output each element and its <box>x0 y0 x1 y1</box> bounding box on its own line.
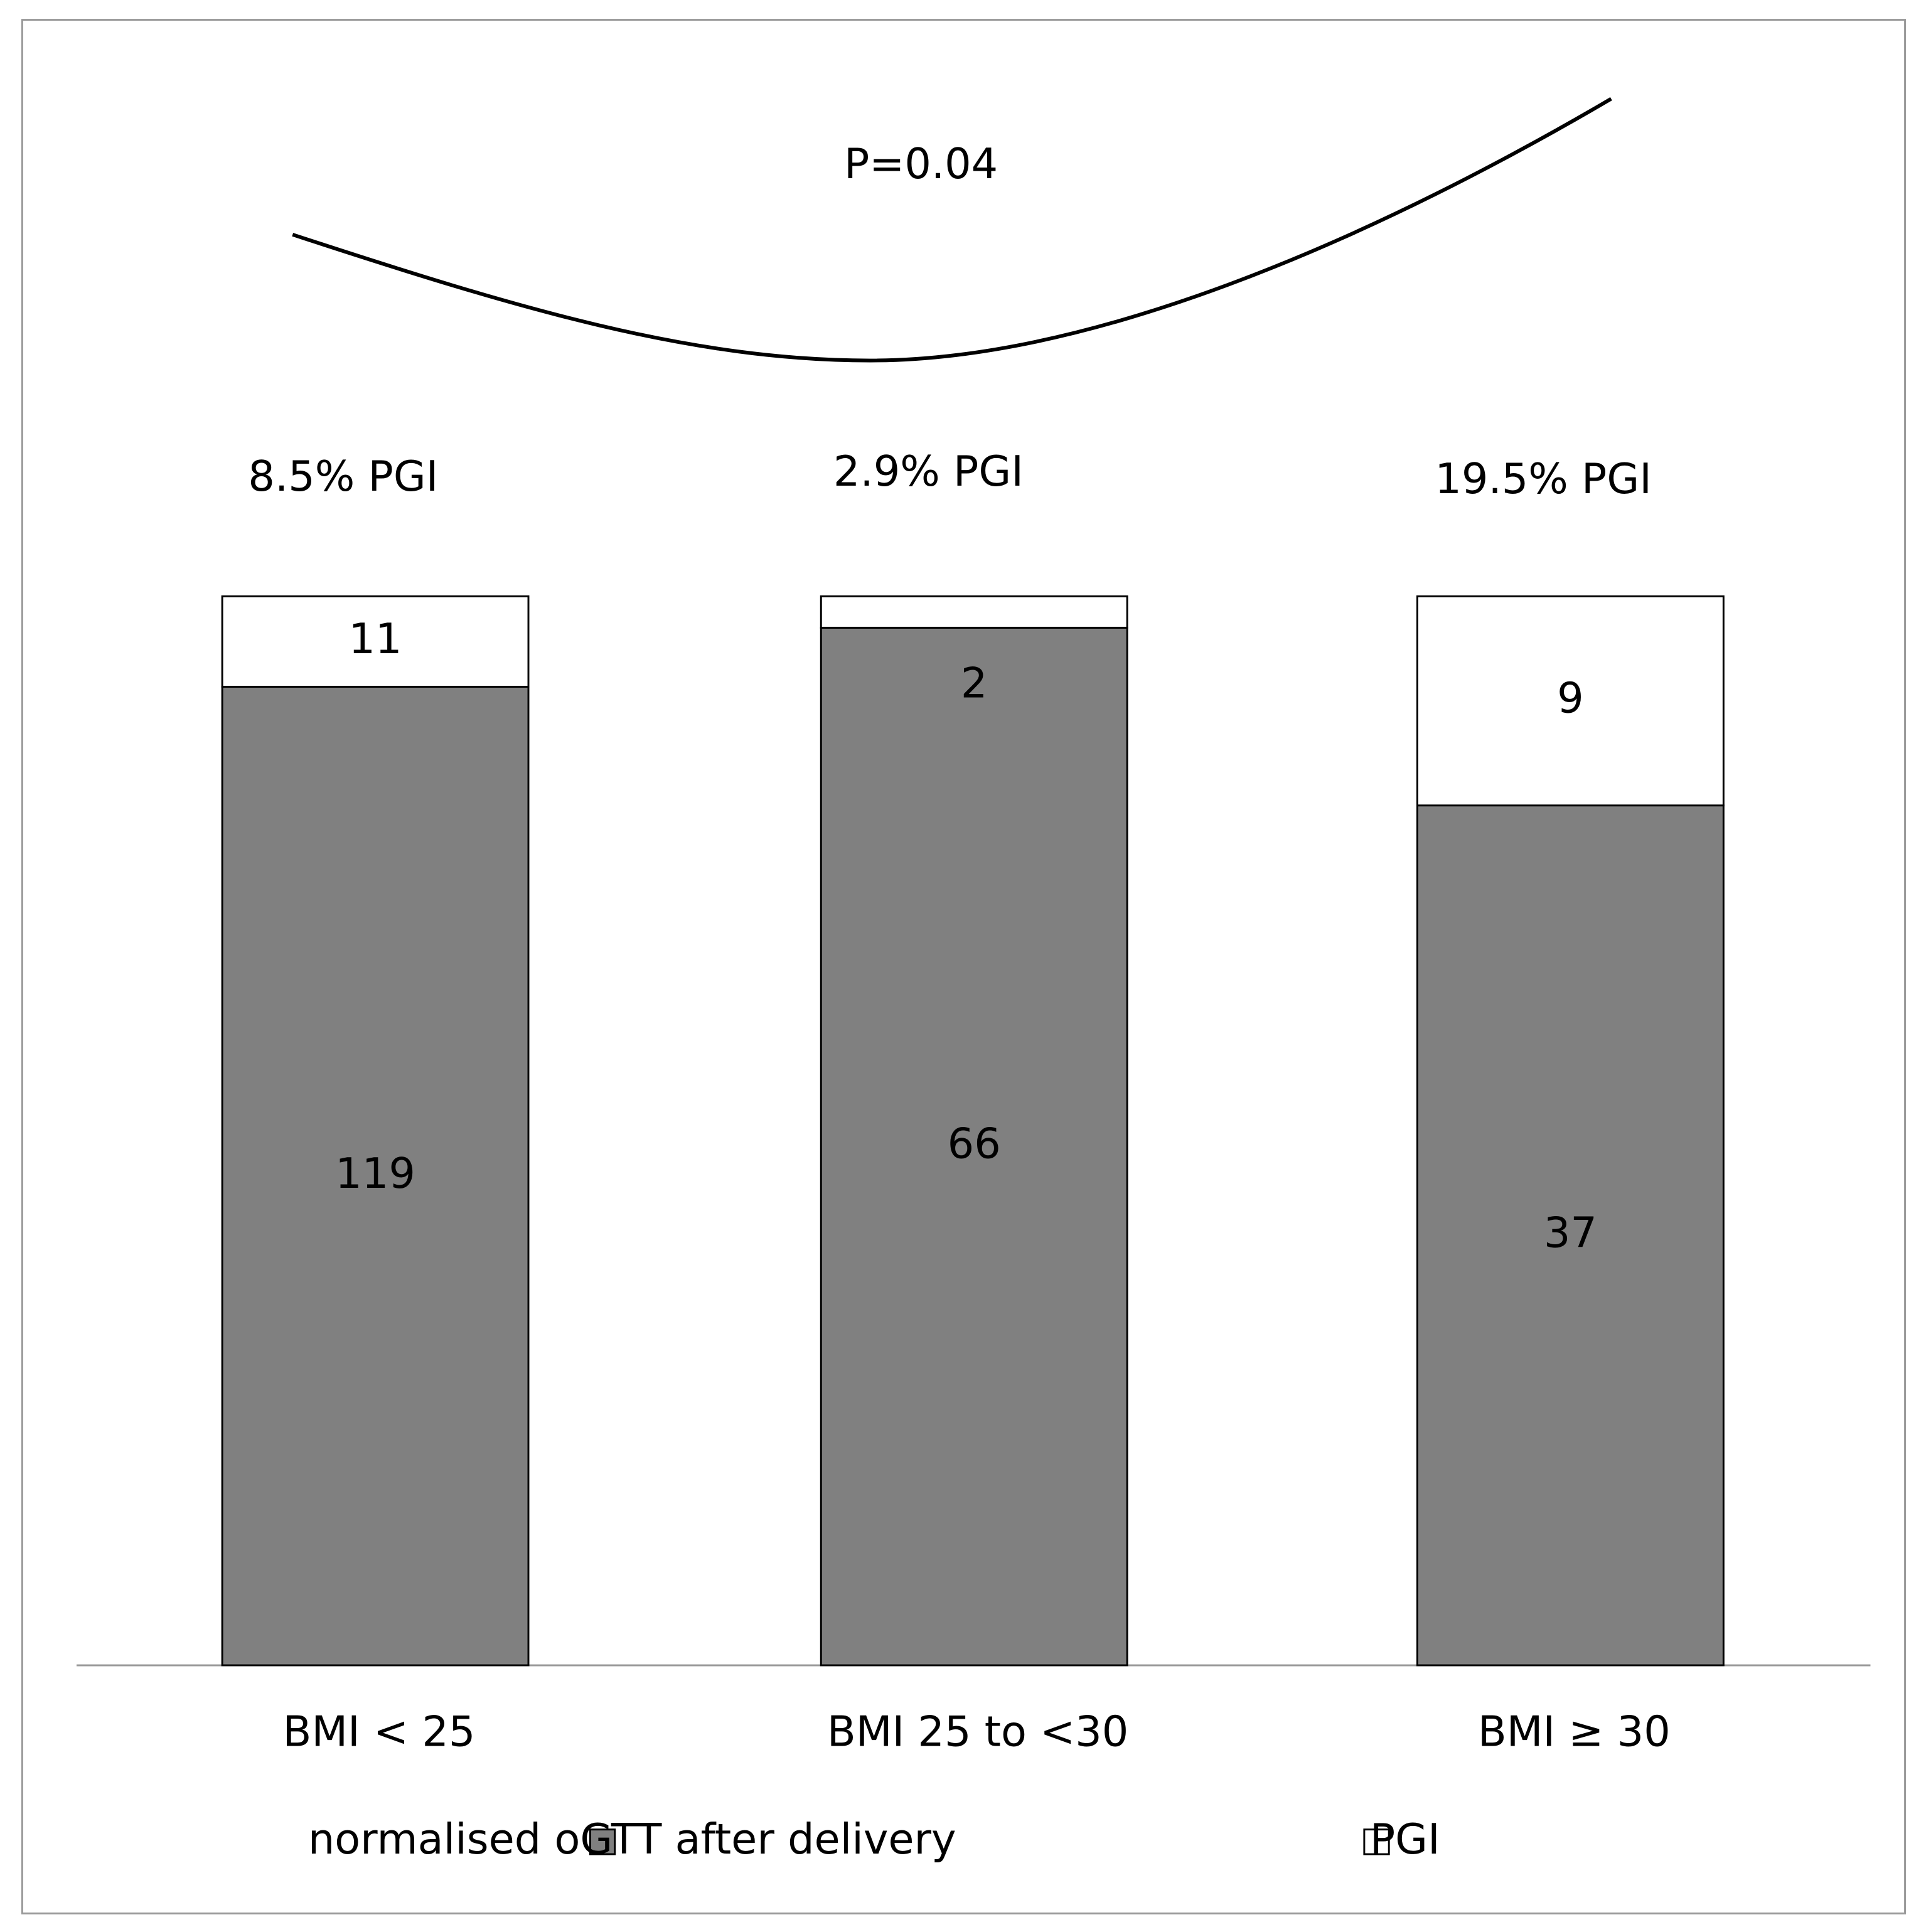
data-label: 9 <box>1557 674 1584 723</box>
legend-swatch <box>1363 1828 1390 1855</box>
bar-segment <box>221 685 530 1667</box>
data-label: 119 <box>335 1149 415 1198</box>
data-label: 2 <box>961 658 988 707</box>
bar-segment <box>1416 804 1725 1667</box>
data-label: 66 <box>948 1119 1001 1168</box>
x-tick-label: BMI 25 to <30 <box>827 1707 1128 1756</box>
p-value: P=0.04 <box>844 139 998 188</box>
x-tick-label: BMI ≥ 30 <box>1478 1707 1671 1756</box>
data-label: 11 <box>349 614 402 663</box>
bar-segment <box>221 595 530 688</box>
legend-label: PGI <box>1370 1815 1440 1864</box>
legend-swatch <box>589 1828 616 1855</box>
significance-curve <box>292 97 1612 363</box>
annotation: 2.9% PGI <box>833 447 1024 496</box>
data-label: 37 <box>1544 1208 1597 1257</box>
legend-label: normalised oGTT after delivery <box>308 1815 956 1864</box>
bar-segment <box>820 595 1128 629</box>
x-tick-label: BMI < 25 <box>282 1707 475 1756</box>
annotation: 19.5% PGI <box>1435 454 1652 503</box>
bar-segment <box>1416 595 1725 807</box>
bar-segment <box>820 626 1128 1667</box>
annotation: 8.5% PGI <box>248 452 438 501</box>
